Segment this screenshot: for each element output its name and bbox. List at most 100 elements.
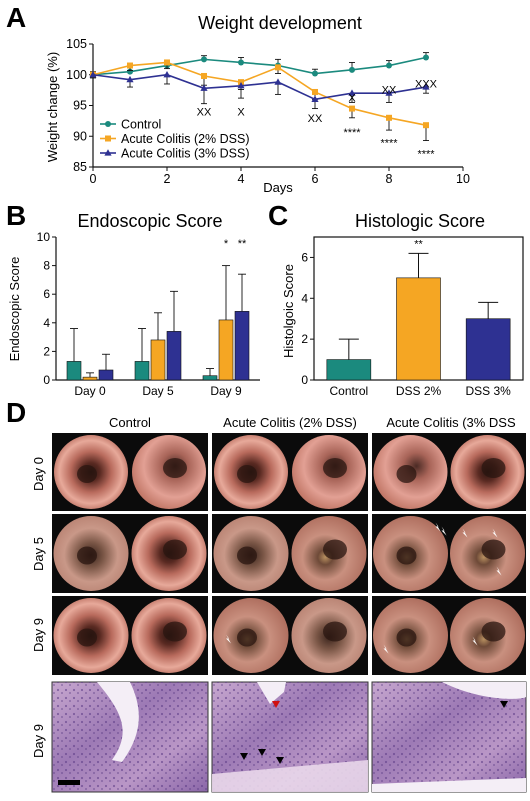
white-arrowhead-marker: [435, 522, 441, 532]
lumen-space: [257, 682, 286, 704]
lumen-opening: [323, 539, 347, 560]
endoscopy-tile: [372, 433, 526, 511]
histo-bar: [465, 318, 511, 381]
legend-entry: Acute Colitis (3% DSS): [121, 147, 250, 161]
histologic-chart-ylabel: Histolgoic Score: [281, 264, 296, 358]
white-arrowhead-marker: [462, 528, 468, 538]
endo-bar: [66, 361, 82, 381]
white-arrowhead-marker: [492, 528, 498, 538]
endoscopy-tile: [372, 596, 526, 675]
endo-y-tick-label: 6: [43, 287, 50, 301]
weight-x-tick-label: 2: [164, 172, 171, 186]
endoscopy-tile: [212, 514, 368, 593]
lumen-opening: [481, 539, 506, 560]
weight-point: [312, 70, 318, 77]
endo-bar: [82, 376, 98, 381]
weight-significance: ****: [343, 127, 361, 139]
endoscopy-tile: [52, 433, 208, 511]
weight-point: [200, 84, 208, 91]
endoscopy-tile: [212, 433, 368, 511]
weight-point: [386, 114, 392, 121]
weight-significance: XX: [382, 85, 397, 97]
lumen-opening: [396, 465, 417, 483]
endo-significance: *: [224, 238, 229, 250]
black-arrowhead-marker: [276, 757, 284, 764]
histology-tile: [211, 681, 369, 793]
weight-point: [275, 64, 281, 71]
row-label-day5: Day 5: [31, 537, 46, 571]
histology-tile: [371, 681, 527, 793]
endo-bar: [202, 375, 218, 381]
white-arrowhead-marker: [383, 644, 389, 654]
lumen-space: [97, 682, 139, 762]
scale-bar: [58, 780, 80, 785]
histo-y-tick-label: 0: [301, 373, 308, 387]
submucosa-band: [212, 760, 368, 792]
endo-category-label: Day 9: [210, 384, 242, 398]
group-header-dss2: Acute Colitis (2% DSS): [223, 415, 357, 430]
endo-bar: [166, 331, 182, 381]
endo-significance: **: [238, 238, 247, 250]
weight-point: [385, 89, 393, 96]
endo-y-tick-label: 0: [43, 373, 50, 387]
weight-x-tick-label: 10: [456, 172, 470, 186]
endo-y-tick-label: 4: [43, 316, 50, 330]
lumen-opening: [323, 458, 347, 478]
lumen-opening: [77, 546, 97, 565]
group-header-dss3: Acute Colitis (3% DSS: [386, 415, 516, 430]
weight-x-tick-label: 4: [238, 172, 245, 186]
weight-point: [201, 56, 207, 63]
weight-y-tick-label: 90: [73, 129, 87, 143]
tissue-edge: [372, 778, 526, 792]
weight-point: [89, 70, 97, 78]
weight-point: [237, 82, 245, 89]
lumen-opening: [481, 458, 506, 478]
lumen-opening: [163, 458, 187, 478]
lumen-opening: [237, 628, 257, 647]
weight-point: [311, 95, 319, 102]
endo-y-tick-label: 8: [43, 259, 50, 273]
row-label-day0: Day 0: [31, 457, 46, 491]
lumen-opening: [323, 621, 347, 642]
endo-category-label: Day 0: [74, 384, 106, 398]
endo-category-label: Day 5: [142, 384, 174, 398]
weight-point: [349, 105, 355, 112]
histology-texture: [372, 682, 526, 792]
weight-point: [126, 75, 134, 83]
endo-bar: [150, 339, 166, 381]
lumen-space: [442, 682, 526, 699]
row-label-day9-histology: Day 9: [31, 724, 46, 758]
white-arrowhead-marker: [472, 636, 478, 646]
histo-y-tick-label: 2: [301, 332, 308, 346]
lumen-opening: [77, 628, 97, 647]
lumen-opening: [163, 539, 187, 560]
weight-point: [386, 62, 392, 69]
weight-x-tick-label: 0: [90, 172, 97, 186]
legend-entry: Control: [121, 118, 161, 132]
endo-bar: [134, 361, 150, 381]
histo-category-label: DSS 3%: [465, 384, 511, 398]
weight-point: [422, 83, 430, 90]
weight-point: [127, 62, 133, 69]
weight-chart-title: Weight development: [198, 13, 362, 33]
weight-point: [423, 122, 429, 129]
histo-y-tick-label: 4: [301, 291, 308, 305]
weight-significance: XX: [308, 113, 323, 125]
weight-point: [163, 70, 171, 78]
weight-x-tick-label: 6: [312, 172, 319, 186]
weight-y-tick-label: 85: [73, 160, 87, 174]
weight-significance: X: [237, 107, 245, 119]
black-arrowhead-marker: [240, 753, 248, 760]
weight-series-line: [92, 61, 427, 126]
panel-letter-d: D: [6, 397, 26, 428]
histo-significance: **: [414, 238, 423, 250]
endoscopy-tile: [212, 596, 368, 675]
black-arrowhead-marker: [500, 701, 508, 708]
weight-point: [238, 59, 244, 66]
histo-y-tick-label: 6: [301, 250, 308, 264]
weight-point: [164, 59, 170, 66]
histo-bar: [396, 277, 441, 381]
white-arrowhead-marker: [226, 634, 231, 644]
endoscopy-tile: [52, 514, 208, 593]
